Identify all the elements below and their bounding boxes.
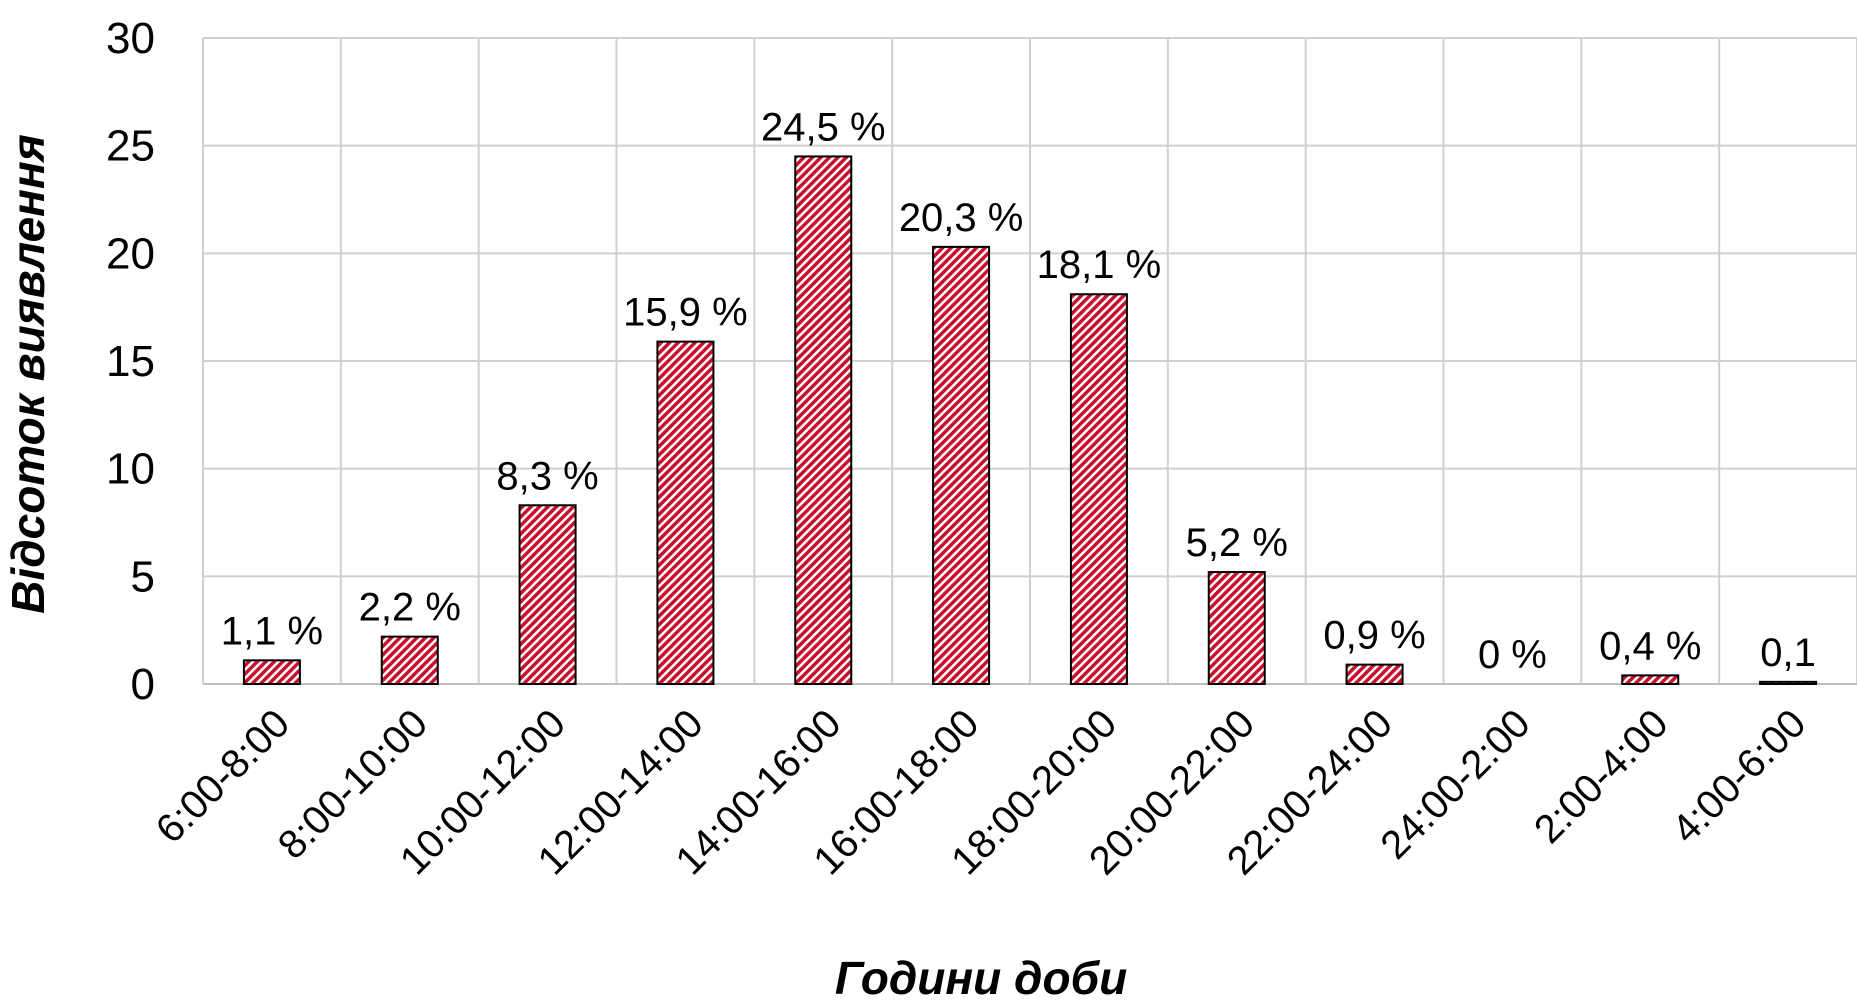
data-label: 20,3 % bbox=[899, 196, 1024, 240]
grid bbox=[202, 37, 1857, 685]
data-label: 2,2 % bbox=[359, 586, 461, 630]
y-tick-label: 0 bbox=[131, 660, 155, 709]
data-label: 5,2 % bbox=[1186, 521, 1288, 565]
data-labels: 1,1 % 2,2 % 8,3 % 15,9 % 24,5 % 20,3 % 18,1 % 5… bbox=[221, 105, 1816, 677]
y-axis-ticks: 0 5 10 15 20 25 30 bbox=[106, 14, 155, 709]
data-label: 0,9 % bbox=[1323, 614, 1425, 658]
bar bbox=[794, 155, 853, 685]
y-axis-title: Відсоток виявлення bbox=[2, 134, 54, 614]
bar bbox=[656, 340, 715, 685]
bar bbox=[1759, 680, 1818, 686]
bar bbox=[932, 245, 991, 686]
y-tick-label: 5 bbox=[131, 552, 155, 601]
y-tick-label: 20 bbox=[106, 229, 155, 278]
y-tick-label: 15 bbox=[106, 337, 155, 386]
bar bbox=[1621, 674, 1680, 685]
x-tick-label: 4:00-6:00 bbox=[1664, 701, 1815, 852]
data-label: 15,9 % bbox=[623, 291, 748, 335]
data-label: 0 % bbox=[1478, 633, 1547, 677]
data-label: 24,5 % bbox=[761, 105, 886, 149]
data-label: 18,1 % bbox=[1037, 243, 1162, 287]
data-label: 0,4 % bbox=[1599, 624, 1701, 668]
x-axis-title: Години доби bbox=[835, 952, 1127, 1004]
data-label: 0,1 bbox=[1760, 631, 1816, 675]
bar bbox=[1207, 571, 1266, 686]
bar bbox=[1069, 293, 1128, 685]
bar bbox=[242, 659, 301, 686]
bar bbox=[518, 504, 577, 686]
data-label: 1,1 % bbox=[221, 609, 323, 653]
data-label: 8,3 % bbox=[496, 454, 598, 498]
y-tick-label: 30 bbox=[106, 14, 155, 63]
x-tick-label: 24:00-2:00 bbox=[1372, 701, 1538, 867]
bar bbox=[380, 635, 439, 685]
bars bbox=[242, 155, 1818, 686]
y-tick-label: 25 bbox=[106, 122, 155, 171]
x-axis-ticks: 6:00-8:008:00-10:0010:00-12:0012:00-14:0… bbox=[148, 701, 1815, 883]
y-tick-label: 10 bbox=[106, 445, 155, 494]
bar bbox=[1345, 663, 1404, 685]
x-tick-label: 2:00-4:00 bbox=[1526, 701, 1677, 852]
